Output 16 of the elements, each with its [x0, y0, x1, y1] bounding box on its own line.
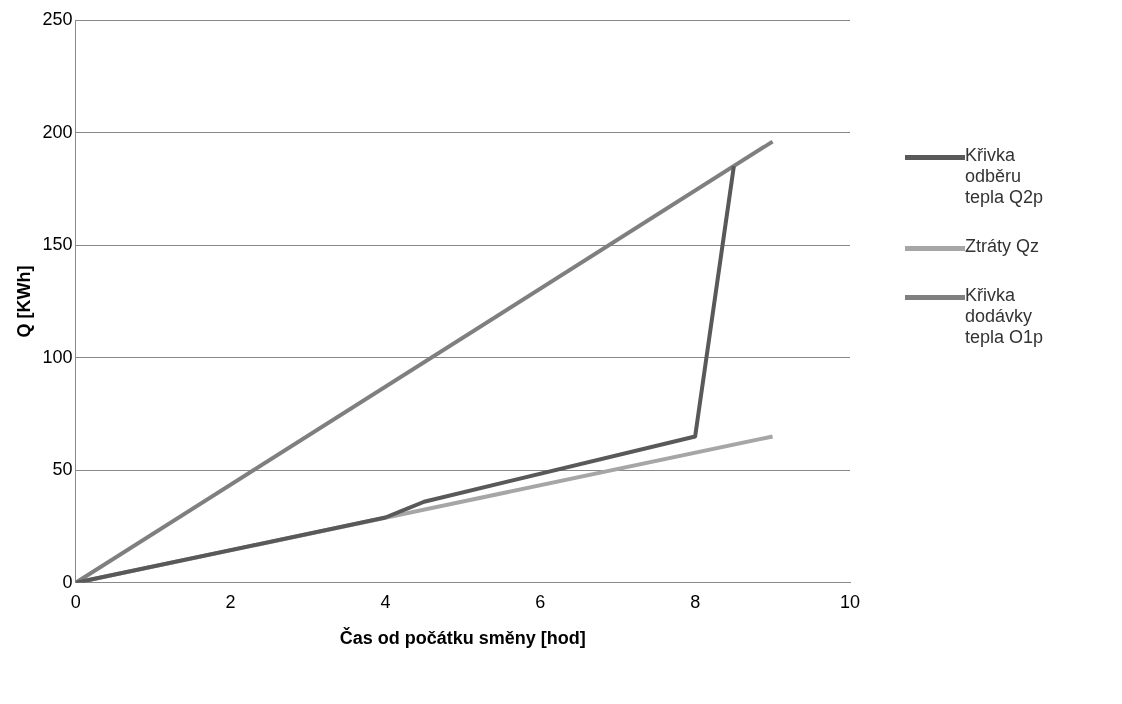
x-tick-label: 10	[839, 591, 861, 612]
x-tick-label: 6	[535, 591, 546, 612]
x-tick-label: 8	[690, 591, 701, 612]
x-axis-title: Čas od počátku směny [hod]	[339, 627, 586, 649]
y-tick-label: 150	[42, 234, 73, 255]
y-tick-label: 100	[42, 346, 73, 367]
y-tick-label: 50	[52, 459, 73, 480]
y-tick-label: 250	[42, 8, 73, 29]
x-tick-label: 4	[380, 591, 391, 612]
y-tick-label: 0	[62, 571, 73, 592]
y-axis-title: Q [KWh]	[13, 265, 34, 338]
y-tick-label: 200	[42, 121, 73, 142]
legend-label: Křivka odběru tepla Q2p	[965, 145, 1045, 208]
legend-label: Křivka dodávky tepla O1p	[965, 285, 1045, 348]
x-tick-label: 2	[225, 591, 236, 612]
legend-label: Ztráty Qz	[965, 236, 1040, 257]
